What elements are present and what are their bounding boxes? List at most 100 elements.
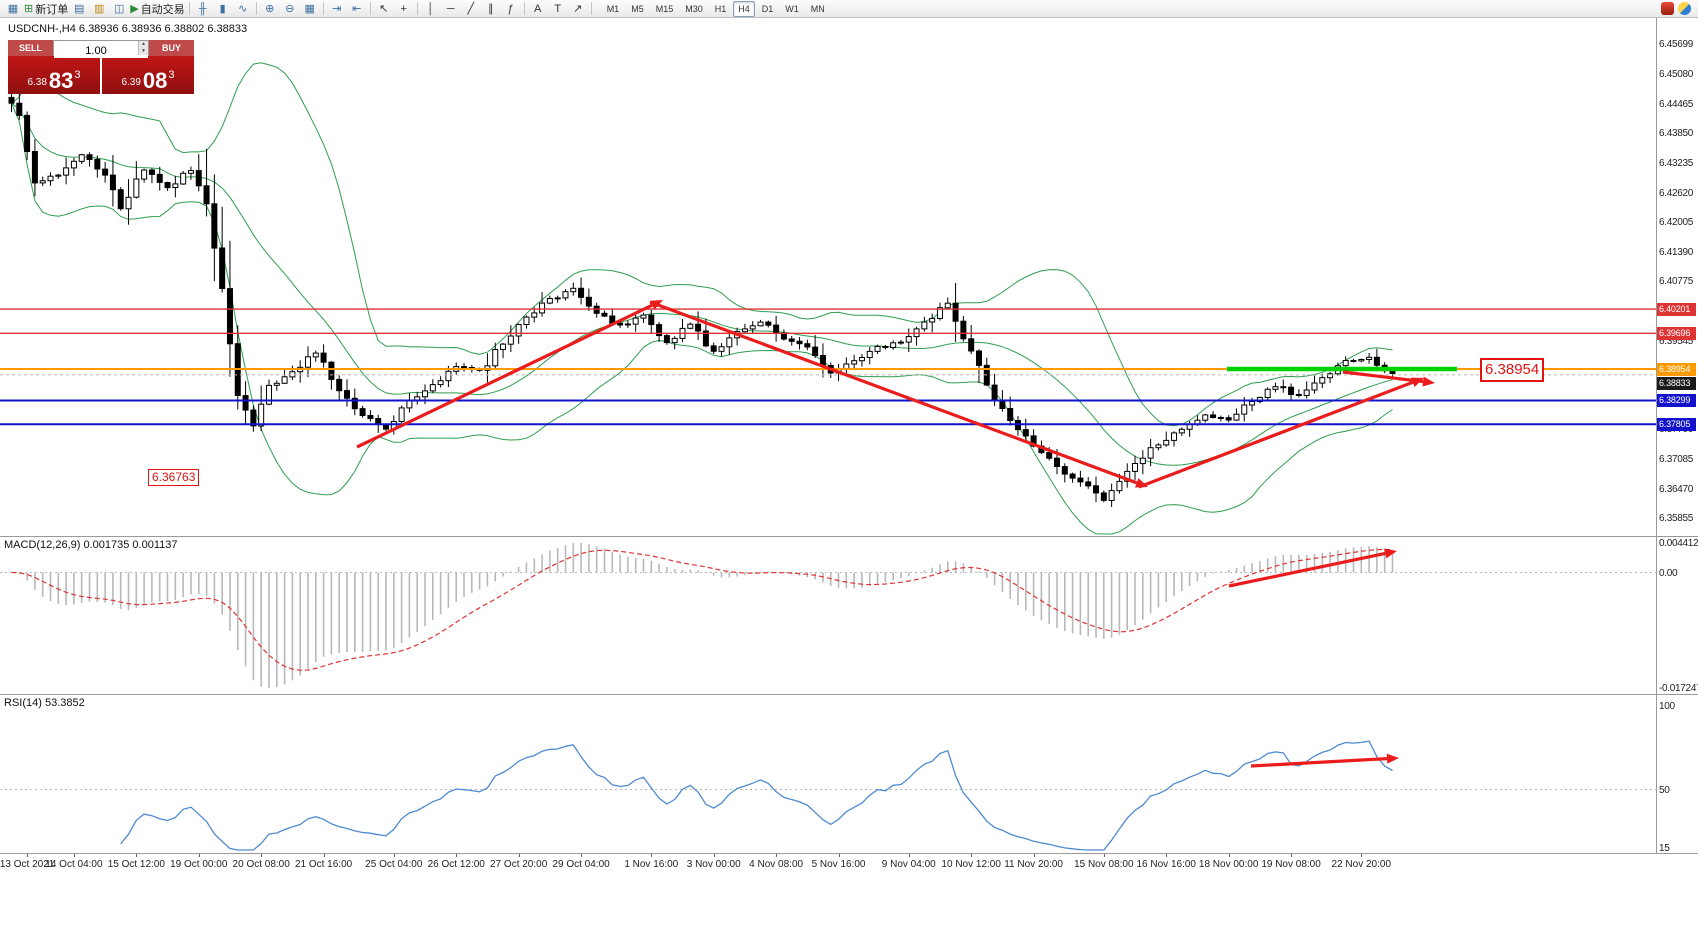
toolbar-separator: [188, 2, 190, 15]
sell-price-sup: 3: [74, 69, 81, 81]
text-icon: A: [534, 2, 542, 15]
date-tick: [1228, 854, 1230, 857]
alert-icon[interactable]: [1661, 2, 1674, 15]
chart-area[interactable]: USDCNH-,H4 6.38936 6.38936 6.38802 6.388…: [0, 18, 1698, 939]
toolbar-separator: [590, 2, 592, 15]
timeframe-d1-button[interactable]: D1: [761, 3, 774, 14]
price-annotation-low: 6.36763: [148, 469, 200, 486]
rsi-pane-canvas[interactable]: [0, 695, 1656, 853]
candles-chart-button[interactable]: ▮: [213, 1, 233, 17]
text-label-button[interactable]: T: [548, 1, 568, 17]
sell-price-big: 83: [48, 68, 74, 93]
price-axis-label: 6.39545: [1659, 335, 1694, 347]
timeframe-h4-button[interactable]: H4: [733, 0, 755, 17]
date-tick: [581, 854, 583, 857]
main-chart-canvas[interactable]: [0, 18, 1656, 536]
trendline-button[interactable]: ╱: [461, 1, 481, 17]
timeframe-h1-button[interactable]: H1: [714, 3, 727, 14]
toolbar-separator: [369, 2, 371, 15]
new-order-icon: ⊞: [24, 2, 34, 15]
macd-pane-canvas[interactable]: [0, 537, 1656, 694]
date-tick: [1166, 854, 1168, 857]
volume-down-button[interactable]: ▼: [138, 48, 148, 55]
price-axis[interactable]: 6.45699 6.45080 6.44465 6.43850 6.43235 6.426…: [1657, 18, 1698, 939]
vertical-line-button[interactable]: │: [421, 1, 441, 17]
date-label: 15 Nov 08:00: [1074, 859, 1134, 870]
timeframe-m1-button[interactable]: M1: [606, 3, 620, 14]
cursor-button[interactable]: ↖: [374, 1, 394, 17]
date-label: 11 Nov 20:00: [1004, 859, 1063, 870]
buy-button[interactable]: BUY: [149, 40, 194, 56]
date-label: 9 Nov 04:00: [881, 859, 936, 870]
date-label: 29 Oct 04:00: [552, 859, 610, 870]
horizontal-line-icon: ─: [446, 2, 455, 15]
data-window-button[interactable]: ▥: [89, 1, 109, 17]
timeframe-mn-button[interactable]: MN: [810, 3, 825, 14]
line-chart-button[interactable]: ∿: [233, 1, 253, 17]
date-tick: [73, 854, 75, 857]
tile-windows-icon: ▦: [304, 2, 315, 15]
crosshair-button[interactable]: +: [394, 1, 414, 17]
volume-up-button[interactable]: ▲: [138, 41, 148, 48]
chart-shift-button[interactable]: ⇤: [347, 1, 367, 17]
date-label: 13 Oct 2021: [0, 859, 55, 870]
price-axis-label: 6.41390: [1659, 246, 1694, 258]
text-button[interactable]: A: [528, 1, 548, 17]
sell-price-small: 6.38: [27, 77, 47, 88]
arrows-tool-button[interactable]: ↗: [568, 1, 588, 17]
pane-separator[interactable]: [0, 853, 1698, 854]
date-tick: [27, 854, 29, 857]
zoom-in-button[interactable]: ⊕: [260, 1, 280, 17]
buy-price-button[interactable]: 6.39 08 3: [102, 56, 194, 94]
zoom-out-button[interactable]: ⊖: [280, 1, 300, 17]
date-label: 25 Oct 04:00: [365, 859, 423, 870]
price-level-tag: 6.38954: [1657, 362, 1696, 376]
date-label: 18 Nov 00:00: [1198, 859, 1259, 870]
sell-button[interactable]: SELL: [8, 40, 53, 56]
date-label: 5 Nov 16:00: [811, 859, 866, 870]
timeframe-m30-button[interactable]: M30: [685, 3, 703, 14]
timeframe-m15-button[interactable]: M15: [655, 3, 674, 14]
timeframe-w1-button[interactable]: W1: [785, 3, 799, 14]
rsi-axis-label: 50: [1659, 784, 1670, 796]
chart-shift-icon: ⇤: [352, 2, 362, 15]
zoom-in-icon: ⊕: [265, 2, 275, 15]
auto-scroll-button[interactable]: ⇥: [327, 1, 347, 17]
buy-price-small: 6.39: [121, 77, 141, 88]
rsi-axis-label: 15: [1659, 843, 1670, 854]
fibonacci-button[interactable]: ƒ: [501, 1, 521, 17]
date-label: 21 Oct 16:00: [294, 859, 353, 870]
volume-input[interactable]: [54, 44, 148, 58]
navigator-button[interactable]: ◫: [109, 1, 129, 17]
price-axis-separator: [1656, 18, 1657, 853]
bars-chart-button[interactable]: ╫: [193, 1, 213, 17]
sell-price-button[interactable]: 6.38 83 3: [8, 56, 100, 94]
vertical-line-icon: │: [427, 2, 435, 15]
community-icon[interactable]: [1678, 2, 1691, 15]
tile-windows-button[interactable]: ▦: [300, 1, 320, 17]
new-order-button[interactable]: ⊞ 新订单: [23, 1, 69, 17]
horizontal-line-button[interactable]: ─: [441, 1, 461, 17]
pane-separator[interactable]: [0, 694, 1698, 695]
price-axis-label: 6.43850: [1659, 128, 1694, 140]
autotrading-button[interactable]: ▶ 自动交易: [129, 1, 185, 17]
price-axis-label: 6.36470: [1659, 483, 1694, 495]
date-label: 15 Oct 12:00: [107, 859, 165, 870]
date-tick: [136, 854, 138, 857]
buy-price-sup: 3: [168, 69, 175, 81]
price-level-tag: 6.39696: [1657, 326, 1696, 340]
timeframe-toolbar: M1 M5 M15 M30 H1 H4 D1 W1 MN: [601, 0, 831, 17]
timeframe-m5-button[interactable]: M5: [631, 3, 644, 14]
trendline-icon: ╱: [467, 2, 474, 15]
date-tick: [1291, 854, 1293, 857]
market-watch-button[interactable]: ▤: [69, 1, 89, 17]
new-chart-button[interactable]: ▦: [3, 1, 23, 17]
price-axis-label: 6.42005: [1659, 217, 1694, 229]
date-tick: [838, 854, 840, 857]
equidistant-channel-button[interactable]: ∥: [481, 1, 501, 17]
pane-separator[interactable]: [0, 536, 1698, 537]
one-click-trading-panel: SELL ▲ ▼ BUY 6.38 83 3 6.39: [8, 40, 194, 94]
fibonacci-icon: ƒ: [507, 2, 514, 15]
toolbar: ▦ ⊞ 新订单 ▤ ▥ ◫ ▶ 自动交易 ╫ ▮ ∿ ⊕ ⊖ ▦ ⇥ ⇤ ↖ + │ ─ ╱ ∥ ƒ A T ↗ M1 M5 M15 M…: [0, 0, 1698, 18]
date-axis[interactable]: 13 Oct 2021 14 Oct 04:00 15 Oct 12:00 19 Oc…: [0, 854, 1698, 874]
